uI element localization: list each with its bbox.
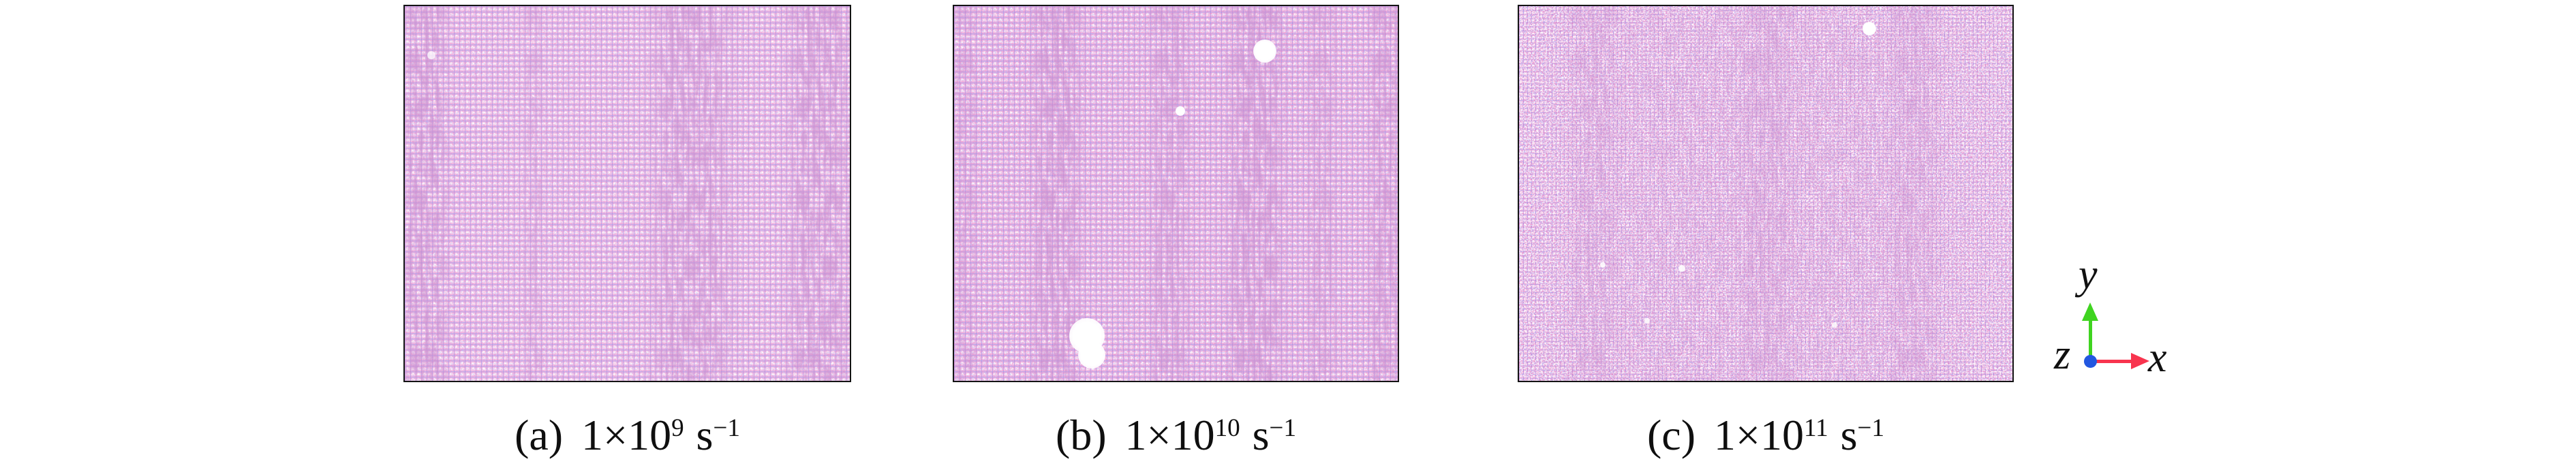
defect-band (1563, 6, 1623, 381)
void-blob (1600, 262, 1606, 268)
defect-band (1736, 6, 1796, 381)
panel-features (954, 6, 1398, 381)
band-noise-rect (1144, 6, 1194, 381)
band-noise-rect (1736, 6, 1796, 381)
band-noise (405, 6, 454, 381)
band-noise (1563, 6, 1623, 381)
defect-band (778, 6, 850, 381)
caption-index: (b) (1056, 411, 1107, 459)
band-noise (954, 6, 981, 381)
caption-unit: s (1252, 411, 1270, 459)
band-noise-rect (1304, 6, 1340, 381)
defect-band (1220, 6, 1291, 381)
band-noise (1304, 6, 1340, 381)
caption-unit: s (696, 411, 714, 459)
band-noise-rect (641, 6, 743, 381)
band-noise-rect (954, 6, 981, 381)
caption-exponent: 10 (1214, 414, 1240, 442)
void-blob (1176, 106, 1185, 116)
z-axis-label: z (2054, 332, 2071, 378)
caption-unit-exponent: −1 (1269, 414, 1296, 442)
y-axis-arrowhead-icon (2082, 302, 2098, 321)
defect-band (520, 6, 547, 381)
band-noise-rect (405, 6, 454, 381)
band-noise (641, 6, 743, 381)
panel-caption-b: (b) 1×1010 s−1 (953, 411, 1399, 459)
void-blob (1077, 341, 1105, 369)
defect-band (1884, 6, 1944, 381)
band-noise (1366, 6, 1398, 381)
x-axis-label: x (2148, 334, 2167, 381)
caption-exponent: 9 (671, 414, 684, 442)
panel-caption-a: (a) 1×109 s−1 (403, 411, 851, 459)
void-blob (1644, 318, 1651, 324)
band-noise-rect (1563, 6, 1623, 381)
caption-exponent: 11 (1803, 414, 1828, 442)
band-noise-rect (1884, 6, 1944, 381)
x-axis-arrowhead-icon (2131, 353, 2149, 369)
simulation-panel-b (953, 5, 1399, 382)
y-axis-label: y (2079, 251, 2098, 298)
band-noise (778, 6, 850, 381)
band-noise (1025, 6, 1088, 381)
defect-band (1304, 6, 1340, 381)
defect-band (1366, 6, 1398, 381)
caption-value: 1×10 (581, 411, 672, 459)
defect-band (405, 6, 454, 381)
void-blob (1678, 265, 1685, 272)
caption-value: 1×10 (1713, 411, 1804, 459)
void-blob (1862, 22, 1877, 35)
band-noise-rect (1025, 6, 1088, 381)
atomic-noise-overlay (405, 6, 850, 381)
defect-band (1144, 6, 1194, 381)
band-noise (520, 6, 547, 381)
y-axis-arrow-shaft (2089, 320, 2092, 362)
void-blob (1832, 322, 1838, 328)
caption-unit-exponent: −1 (713, 414, 740, 442)
caption-value: 1×10 (1124, 411, 1215, 459)
void-blob (427, 50, 436, 59)
z-axis-origin-dot-icon (2084, 355, 2097, 368)
panel-features (405, 6, 850, 381)
caption-index: (c) (1646, 411, 1696, 459)
band-noise (1220, 6, 1291, 381)
x-axis-arrow-shaft (2091, 360, 2131, 363)
caption-unit: s (1840, 411, 1858, 459)
defect-band (1025, 6, 1088, 381)
band-noise-rect (1366, 6, 1398, 381)
band-noise-rect (520, 6, 547, 381)
band-noise (1144, 6, 1194, 381)
band-noise (1736, 6, 1796, 381)
band-noise (1884, 6, 1944, 381)
defect-band (954, 6, 981, 381)
axis-triad: y z x (2044, 251, 2228, 421)
band-noise-rect (778, 6, 850, 381)
defect-band (641, 6, 743, 381)
panel-features (1519, 6, 2012, 381)
simulation-panel-a (403, 5, 851, 382)
band-noise-rect (1220, 6, 1291, 381)
red-speckle-layer (405, 6, 850, 381)
caption-index: (a) (515, 411, 564, 459)
panel-caption-c: (c) 1×1011 s−1 (1518, 411, 2014, 459)
void-blob (1253, 40, 1276, 63)
simulation-panel-c (1518, 5, 2014, 382)
caption-unit-exponent: −1 (1857, 414, 1885, 442)
